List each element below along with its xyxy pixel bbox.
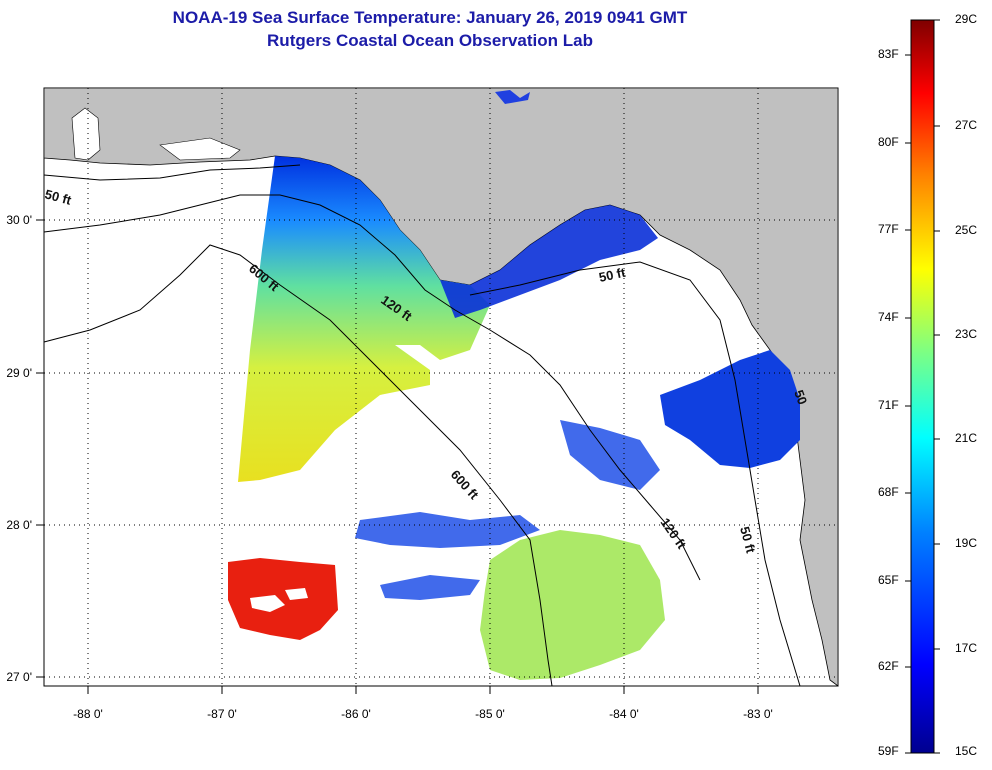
cb-f-74: 74F	[878, 310, 899, 324]
contour-120ft	[43, 194, 701, 581]
cb-c-23: 23C	[955, 327, 978, 341]
lat-label-28: 28 0'	[6, 518, 32, 532]
lat-label-30: 30 0'	[6, 213, 32, 227]
bay-water	[71, 107, 241, 161]
lake-okeechobee-small	[495, 90, 530, 104]
lon-label-84: -84 0'	[609, 707, 639, 721]
cb-f-77: 77F	[878, 222, 899, 236]
cb-f-59: 59F	[878, 744, 899, 758]
cb-f-71: 71F	[878, 398, 899, 412]
title-line-1: NOAA-19 Sea Surface Temperature: January…	[172, 8, 688, 27]
title-line-2: Rutgers Coastal Ocean Observation Lab	[267, 31, 593, 50]
lon-label-83: -83 0'	[743, 707, 773, 721]
lat-label-27: 27 0'	[6, 670, 32, 684]
cb-c-17: 17C	[955, 641, 978, 655]
cb-c-21: 21C	[955, 431, 978, 445]
contour-50ft-west	[43, 164, 301, 181]
cb-f-83: 83F	[878, 47, 899, 61]
contour-label-50ft-north: 50 ft	[598, 265, 628, 285]
cb-c-29: 29C	[955, 12, 978, 26]
sst-swath-north	[238, 156, 490, 482]
lat-label-29: 29 0'	[6, 366, 32, 380]
contour-label-50ft-west: 50 ft	[43, 186, 73, 208]
contour-50ft-east	[469, 261, 801, 687]
sst-south-warm-red	[228, 558, 338, 640]
cb-c-27: 27C	[955, 118, 978, 132]
contour-label-50ft-south: 50 ft	[737, 525, 759, 555]
colorbar	[910, 19, 935, 754]
axis-ticks	[36, 219, 759, 694]
cb-f-62: 62F	[878, 659, 899, 673]
cb-c-19: 19C	[955, 536, 978, 550]
colorbar-ticks	[905, 19, 940, 754]
cb-f-65: 65F	[878, 573, 899, 587]
cb-f-68: 68F	[878, 485, 899, 499]
cb-c-25: 25C	[955, 223, 978, 237]
sst-south-center	[480, 530, 665, 680]
sst-red-hole	[250, 588, 308, 612]
contour-600ft	[43, 244, 553, 687]
cb-c-15: 15C	[955, 744, 978, 758]
lon-label-86: -86 0'	[341, 707, 371, 721]
lon-label-88: -88 0'	[73, 707, 103, 721]
sst-scattered-blue	[355, 420, 660, 600]
lon-label-85: -85 0'	[475, 707, 505, 721]
lon-label-87: -87 0'	[207, 707, 237, 721]
sst-east-blue-patch	[660, 350, 800, 468]
contour-label-50-east: 50	[791, 388, 810, 407]
cb-f-80: 80F	[878, 135, 899, 149]
